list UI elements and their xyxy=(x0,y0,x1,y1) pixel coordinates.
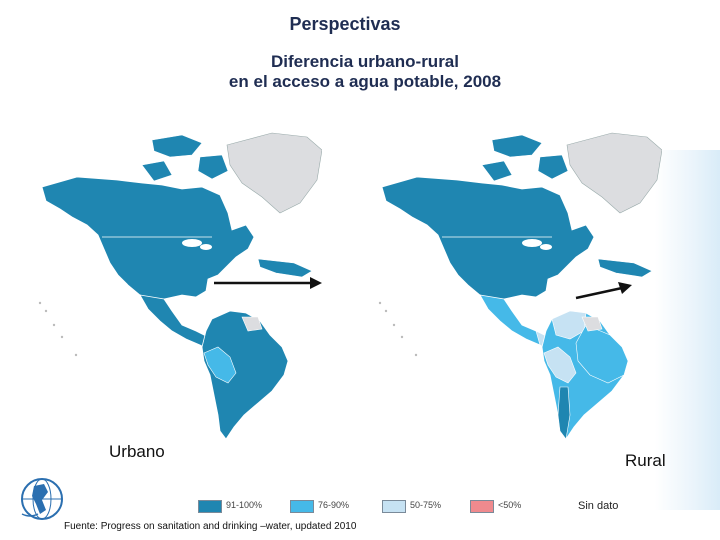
legend-swatch xyxy=(198,500,222,513)
north-america-shape xyxy=(381,176,595,304)
peru-bolivia-region xyxy=(203,346,237,384)
map-legend: 91-100% 76-90% 50-75% <50% xyxy=(198,500,638,514)
greenland-shape xyxy=(226,132,322,214)
guianas-region xyxy=(241,316,263,332)
page-title: Perspectivas xyxy=(289,14,401,34)
legend-label: 76-90% xyxy=(318,500,350,510)
greenland-shape xyxy=(566,132,662,214)
globe-logo-icon xyxy=(21,478,63,520)
caribbean-islands xyxy=(597,258,653,278)
south-america-shape xyxy=(201,310,289,440)
subtitle-line-1: Diferencia urbano-rural xyxy=(271,52,459,71)
arrow-urbano xyxy=(214,277,322,289)
legend-label: 50-75% xyxy=(410,500,442,510)
legend-label: 91-100% xyxy=(226,500,263,510)
decorative-background xyxy=(655,150,720,510)
map-rural xyxy=(378,132,662,440)
peru-bolivia-region xyxy=(543,346,577,384)
caribbean-islands xyxy=(257,258,313,278)
chile-region xyxy=(557,386,571,440)
map-label-urbano: Urbano xyxy=(109,442,165,461)
map-label-rural: Rural xyxy=(625,451,666,470)
page-subtitle: Diferencia urbano-rural en el acceso a a… xyxy=(0,52,720,92)
legend-swatch xyxy=(290,500,314,513)
subtitle-line-2: en el acceso a agua potable, 2008 xyxy=(228,72,502,91)
source-citation: Fuente: Progress on sanitation and drink… xyxy=(64,521,357,532)
legend-label: <50% xyxy=(498,500,522,510)
arctic-islands xyxy=(141,134,229,182)
north-america-shape xyxy=(41,176,255,304)
arrow-rural xyxy=(575,282,632,300)
legend-sin-dato: Sin dato xyxy=(578,500,619,512)
legend-swatch xyxy=(470,500,494,513)
map-urbano xyxy=(38,132,322,440)
brazil-region xyxy=(575,324,629,384)
arctic-islands xyxy=(481,134,569,182)
guianas-region xyxy=(581,316,603,332)
legend-swatch xyxy=(382,500,406,513)
